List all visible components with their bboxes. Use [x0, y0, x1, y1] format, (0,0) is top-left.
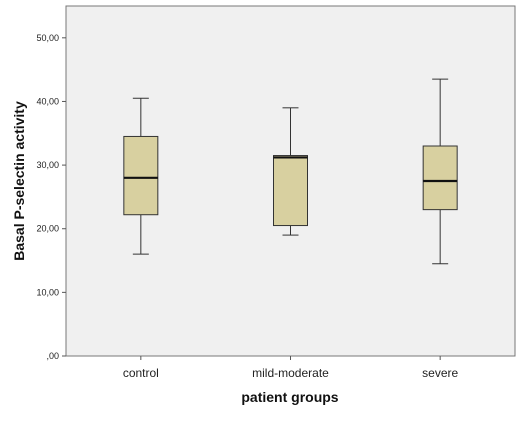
y-tick-label: 10,00	[36, 287, 59, 297]
box-severe	[422, 78, 458, 265]
box-mild-moderate	[273, 107, 308, 236]
x-axis: control mild-moderate severe	[123, 356, 458, 380]
y-tick-label: 20,00	[36, 224, 59, 234]
iqr-box	[273, 155, 308, 227]
y-axis: ,00 10,00 20,00 30,00 40,00 50,00	[36, 33, 66, 361]
boxes	[123, 78, 458, 265]
x-tick-label: severe	[422, 366, 458, 380]
x-tick-label: mild-moderate	[252, 366, 329, 380]
box-control	[123, 97, 159, 255]
y-tick-label: 50,00	[36, 33, 59, 43]
y-tick-label: 30,00	[36, 160, 59, 170]
y-tick-label: ,00	[46, 351, 59, 361]
y-tick-label: 40,00	[36, 96, 59, 106]
x-axis-title: patient groups	[241, 389, 338, 405]
y-axis-title: Basal P-selectin activity	[11, 101, 27, 261]
x-tick-label: control	[123, 366, 159, 380]
iqr-box	[422, 145, 458, 211]
iqr-box	[123, 135, 159, 216]
